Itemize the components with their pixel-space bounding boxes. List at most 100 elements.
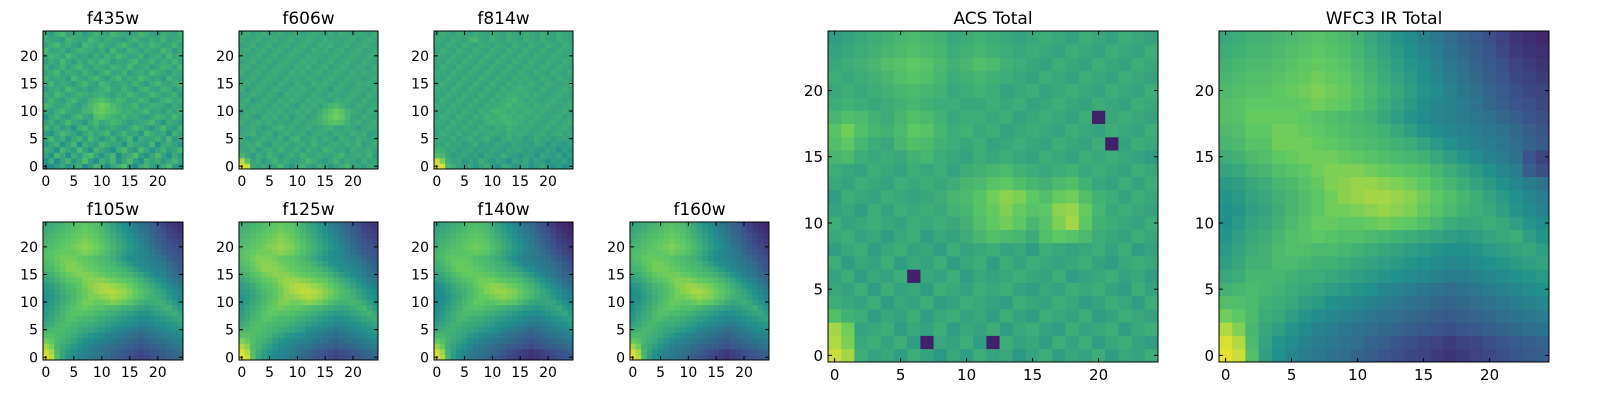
heatmap-cell: [702, 233, 709, 239]
heatmap-cell: [439, 141, 446, 148]
heatmap-cell: [127, 75, 133, 82]
heatmap-cell: [261, 58, 268, 65]
heatmap-cell: [311, 58, 318, 65]
heatmap-cell: [495, 119, 502, 126]
heatmap-cell: [973, 203, 987, 217]
heatmap-cell: [266, 244, 273, 250]
heatmap-cell: [65, 354, 72, 361]
heatmap-cell: [730, 238, 736, 245]
heatmap-cell: [556, 152, 563, 159]
heatmap-cell: [300, 244, 307, 250]
heatmap-cell: [121, 141, 128, 148]
heatmap-cell: [478, 343, 485, 350]
heatmap-cell: [1105, 282, 1119, 297]
heatmap-cell: [478, 293, 485, 300]
heatmap-cell: [177, 227, 184, 234]
heatmap-cell: [735, 326, 742, 333]
heatmap-cell: [93, 163, 100, 170]
heatmap-cell: [522, 343, 529, 350]
heatmap-cell: [76, 69, 83, 76]
heatmap-cell: [1078, 309, 1093, 323]
heatmap-cell: [327, 113, 334, 120]
heatmap-cell: [450, 47, 457, 54]
heatmap-cell: [630, 332, 636, 339]
heatmap-cell: [752, 227, 759, 234]
heatmap-cell: [177, 124, 184, 131]
heatmap-cell: [920, 150, 934, 164]
heatmap-cell: [561, 64, 568, 70]
heatmap-cell: [500, 113, 507, 120]
heatmap-cell: [467, 277, 474, 284]
heatmap-cell: [561, 47, 568, 54]
heatmap-cell: [149, 238, 156, 245]
heatmap-cell: [506, 354, 513, 361]
heatmap-cell: [339, 227, 345, 234]
heatmap-cell: [735, 266, 742, 273]
heatmap-cell: [674, 288, 681, 295]
heatmap-cell: [757, 222, 764, 228]
heatmap-cell: [1052, 189, 1066, 204]
heatmap-cell: [489, 277, 496, 284]
heatmap-cell: [641, 299, 648, 306]
heatmap-cell: [311, 31, 318, 37]
heatmap-cell: [484, 348, 490, 355]
heatmap-cell: [283, 141, 290, 148]
heatmap-cell: [322, 130, 329, 137]
heatmap-cell: [741, 233, 748, 239]
heatmap-cell: [528, 271, 535, 278]
heatmap-cell: [495, 75, 502, 82]
heatmap-cell: [311, 135, 318, 142]
heatmap-cell: [366, 69, 373, 76]
heatmap-cell: [93, 86, 100, 93]
heatmap-cell: [54, 332, 61, 339]
heatmap-cell: [522, 321, 529, 328]
heatmap-cell: [478, 326, 485, 333]
heatmap-cell: [289, 315, 295, 322]
heatmap-cell: [1039, 229, 1053, 244]
heatmap-cell: [361, 348, 368, 355]
heatmap-cell: [339, 97, 345, 104]
heatmap-cell: [54, 288, 61, 295]
heatmap-cell: [300, 222, 307, 228]
heatmap-cell: [250, 146, 257, 153]
heatmap-cell: [322, 288, 329, 295]
heatmap-cell: [110, 310, 117, 317]
heatmap-cell: [366, 135, 373, 142]
heatmap-cell: [528, 146, 535, 153]
heatmap-cell: [545, 91, 552, 98]
heatmap-cell: [1118, 282, 1132, 297]
heatmap-cell: [110, 42, 117, 48]
heatmap-cell: [339, 337, 345, 344]
heatmap-cell: [71, 97, 77, 104]
heatmap-cell: [361, 222, 368, 228]
heatmap-cell: [506, 130, 513, 137]
heatmap-cell: [283, 36, 290, 43]
heatmap-cell: [127, 343, 133, 350]
heatmap-cell: [48, 113, 55, 120]
heatmap-cell: [104, 102, 111, 109]
heatmap-cell: [484, 337, 490, 344]
heatmap-cell: [691, 354, 698, 361]
heatmap-cell: [272, 157, 279, 164]
heatmap-cell: [121, 152, 128, 159]
heatmap-cell: [261, 135, 268, 142]
heatmap-cell: [272, 315, 279, 322]
heatmap-cell: [177, 64, 184, 70]
heatmap-cell: [43, 332, 49, 339]
heatmap-cell: [439, 315, 446, 322]
heatmap-cell: [255, 69, 262, 76]
x-tick-label: 5: [69, 174, 78, 190]
heatmap-cell: [506, 42, 513, 48]
heatmap-cell: [261, 163, 268, 170]
heatmap-cell: [166, 249, 173, 256]
heatmap-cell: [641, 277, 648, 284]
heatmap-cell: [674, 337, 681, 344]
heatmap-cell: [333, 91, 340, 98]
heatmap-cell: [763, 332, 770, 339]
heatmap-cell: [556, 255, 563, 261]
heatmap-cell: [841, 335, 855, 350]
heatmap-cell: [87, 288, 94, 295]
heatmap-cell: [657, 321, 664, 328]
heatmap-cell: [635, 249, 642, 256]
heatmap-cell: [143, 348, 150, 355]
